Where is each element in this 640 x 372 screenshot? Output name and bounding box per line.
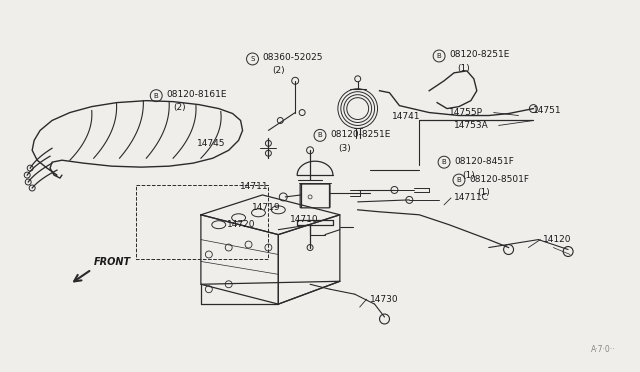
- Text: (3): (3): [338, 144, 351, 153]
- Text: 14710: 14710: [290, 215, 319, 224]
- Text: (2): (2): [273, 66, 285, 76]
- Text: 08120-8161E: 08120-8161E: [166, 90, 227, 99]
- Text: B: B: [456, 177, 461, 183]
- Text: 08120-8451F: 08120-8451F: [454, 157, 514, 166]
- Text: B: B: [436, 53, 442, 59]
- Text: (2): (2): [173, 103, 186, 112]
- Text: (1): (1): [457, 64, 470, 73]
- Text: 14751: 14751: [533, 106, 562, 115]
- Text: B: B: [317, 132, 323, 138]
- Text: S: S: [250, 56, 255, 62]
- Text: 14745: 14745: [197, 139, 226, 148]
- Text: 14711C: 14711C: [454, 193, 489, 202]
- Text: (1): (1): [477, 189, 490, 198]
- Text: FRONT: FRONT: [93, 257, 131, 267]
- Text: 14730: 14730: [370, 295, 398, 304]
- Text: 08120-8501F: 08120-8501F: [469, 174, 529, 183]
- Text: 14753A: 14753A: [454, 121, 489, 130]
- Text: 08120-8251E: 08120-8251E: [449, 51, 509, 60]
- Text: A·7·0··: A·7·0··: [591, 345, 616, 354]
- Text: 08360-52025: 08360-52025: [262, 54, 323, 62]
- Text: 14755P: 14755P: [449, 108, 483, 117]
- Text: 14720: 14720: [227, 220, 255, 229]
- Text: B: B: [154, 93, 159, 99]
- Text: 14711: 14711: [240, 183, 268, 192]
- Text: 08120-8251E: 08120-8251E: [330, 130, 390, 139]
- Text: 14741: 14741: [392, 112, 420, 121]
- Text: 14719: 14719: [252, 203, 280, 212]
- Text: 14120: 14120: [543, 235, 572, 244]
- Text: B: B: [442, 159, 447, 165]
- Text: (1): (1): [462, 171, 475, 180]
